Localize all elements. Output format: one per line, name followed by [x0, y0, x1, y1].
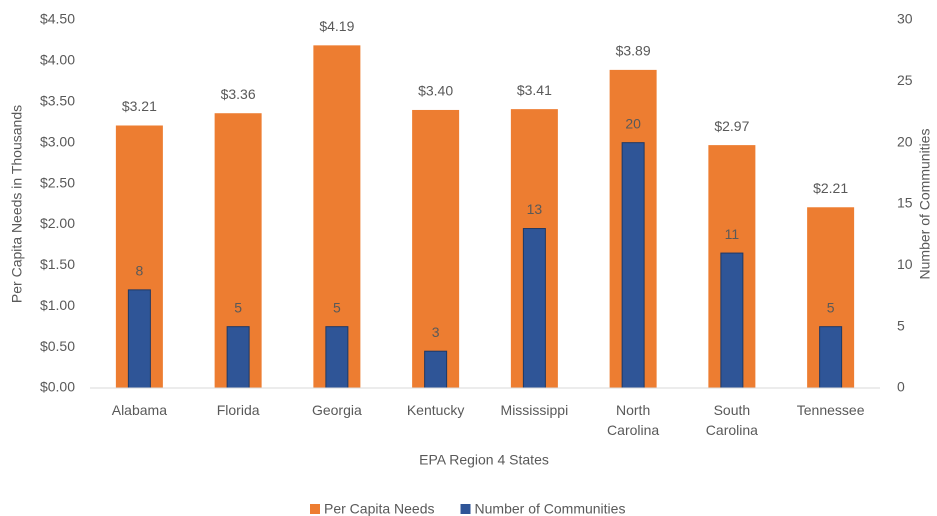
- x-tick-label-box: Georgia: [311, 402, 362, 418]
- data-label: 5: [333, 299, 341, 315]
- y2-tick-label: 30: [897, 11, 913, 27]
- y-tick-label: $0.00: [40, 379, 75, 395]
- data-label: $4.19: [319, 18, 354, 34]
- bar: [522, 228, 546, 389]
- y-tick-label: $2.00: [40, 215, 75, 231]
- y2-tick-label: 15: [897, 195, 913, 211]
- data-label: $3.89: [616, 43, 651, 59]
- legend-label: Number of Communities: [475, 501, 626, 516]
- x-tick-label-box: Tennessee: [796, 402, 865, 418]
- data-label: 3: [432, 324, 440, 340]
- y-tick-label: $2.50: [40, 174, 75, 190]
- bar: [424, 350, 448, 389]
- bar: [127, 289, 151, 389]
- x-tick-label-box: Florida: [216, 402, 260, 418]
- y-tick-label: $0.50: [40, 338, 75, 354]
- y2-tick-label: 5: [897, 317, 905, 333]
- x-tick-label: Alabama: [111, 402, 167, 418]
- x-tick-label: Kentucky: [406, 402, 465, 418]
- y-tick-label: $3.50: [40, 92, 75, 108]
- x-tick-label-box: Kentucky: [406, 402, 465, 418]
- x-tick-label: Georgia: [311, 402, 362, 418]
- bar: [819, 326, 843, 389]
- y-tick-label: $4.50: [40, 11, 75, 27]
- y-tick-label: $1.50: [40, 256, 75, 272]
- x-tick-label: Tennessee: [796, 402, 865, 418]
- x-tick-label: South Carolina: [705, 402, 758, 438]
- data-label: 11: [725, 226, 740, 242]
- data-label: $3.36: [221, 86, 256, 102]
- data-label: 5: [234, 299, 242, 315]
- legend-label: Per Capita Needs: [324, 501, 435, 516]
- y2-tick-label: 10: [897, 256, 913, 272]
- y-tick-label: $1.00: [40, 297, 75, 313]
- bar: [412, 109, 460, 388]
- x-axis-title: EPA Region 4 States: [419, 452, 549, 468]
- x-tick-label-box: Mississippi: [500, 402, 569, 418]
- data-label: $3.41: [517, 82, 552, 98]
- data-label: $2.21: [813, 180, 848, 196]
- y2-tick-label: 0: [897, 379, 905, 395]
- x-tick-label-box: South Carolina: [705, 402, 758, 438]
- x-tick-label: Florida: [216, 402, 260, 418]
- y-tick-label: $3.00: [40, 133, 75, 149]
- data-label: 20: [625, 115, 641, 131]
- legend-swatch: [310, 504, 320, 514]
- x-tick-label: Mississippi: [500, 402, 569, 418]
- x-tick-label-box: North Carolina: [607, 402, 660, 438]
- y2-tick-label: 25: [897, 72, 913, 88]
- data-label: $3.21: [122, 98, 157, 114]
- data-label: 8: [135, 263, 143, 279]
- data-label: 13: [527, 201, 543, 217]
- data-label: $2.97: [714, 118, 749, 134]
- bar: [226, 326, 250, 389]
- data-label: 5: [827, 299, 835, 315]
- bar: [720, 252, 744, 389]
- y2-tick-label: 20: [897, 133, 913, 149]
- y-axis-title: Per Capita Needs in Thousands: [9, 105, 25, 303]
- x-tick-label-box: Alabama: [111, 402, 167, 418]
- data-label: $3.40: [418, 83, 453, 99]
- y-tick-label: $4.00: [40, 52, 75, 68]
- x-tick-label: North Carolina: [607, 402, 660, 438]
- legend-swatch: [460, 504, 471, 514]
- bar: [621, 142, 645, 389]
- bar: [325, 326, 349, 389]
- y2-axis-title: Number of Communities: [917, 129, 933, 280]
